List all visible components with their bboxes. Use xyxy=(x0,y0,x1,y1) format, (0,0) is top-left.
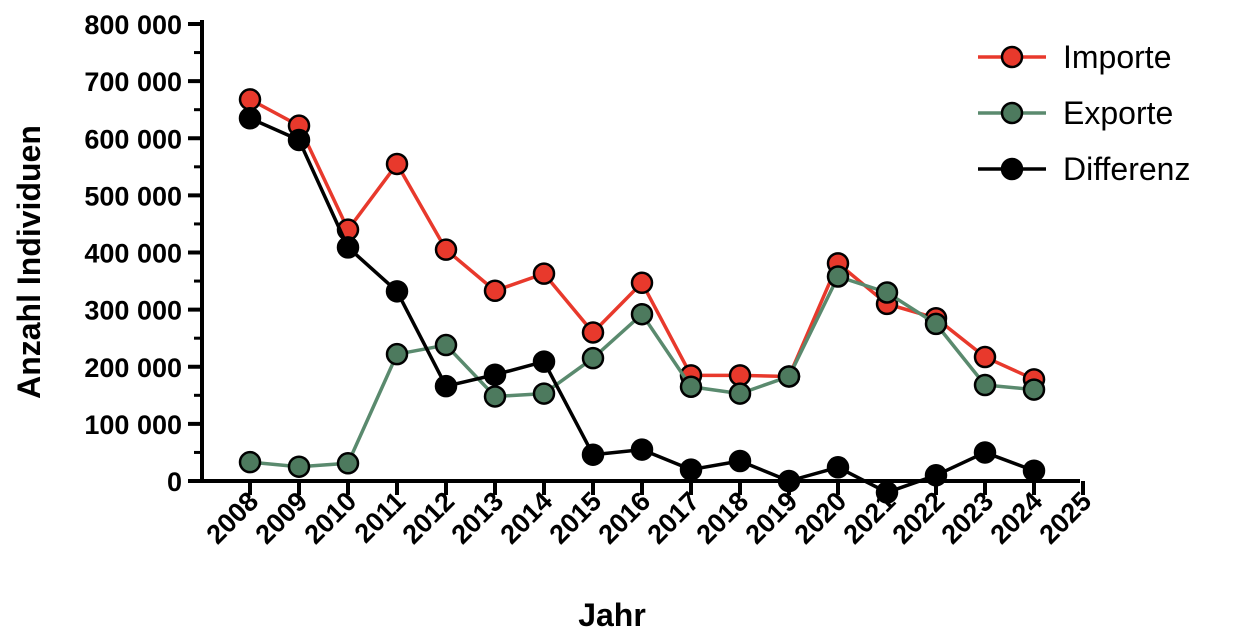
data-point xyxy=(875,481,899,504)
x-tick-label: 2025 xyxy=(1034,486,1098,550)
y-tick-label: 400 000 xyxy=(84,239,182,269)
x-tick-label: 2013 xyxy=(446,486,510,550)
y-tick-label: 600 000 xyxy=(84,124,182,154)
data-point xyxy=(630,302,654,326)
legend-item: Exporte xyxy=(978,95,1173,131)
data-point xyxy=(532,262,556,285)
legend-label: Exporte xyxy=(1063,95,1173,131)
y-tick-label: 200 000 xyxy=(84,353,182,383)
data-point xyxy=(581,346,605,370)
data-point xyxy=(728,364,752,387)
y-tick-label: 700 000 xyxy=(84,67,182,97)
x-axis-title: Jahr xyxy=(578,597,646,633)
series-layer xyxy=(238,88,1046,504)
legend-item: Differenz xyxy=(978,151,1190,187)
legend-label: Importe xyxy=(1063,39,1171,75)
data-point xyxy=(924,464,948,487)
data-point xyxy=(728,449,752,473)
y-tick-label: 500 000 xyxy=(84,181,182,211)
x-tick-label: 2017 xyxy=(642,486,706,550)
data-point xyxy=(336,236,360,259)
x-tick-label: 2014 xyxy=(495,486,559,550)
data-point xyxy=(532,382,556,405)
data-point xyxy=(287,455,311,478)
data-point xyxy=(336,452,360,475)
x-tick-label: 2015 xyxy=(544,486,608,550)
data-point xyxy=(679,458,703,481)
data-point xyxy=(532,350,556,373)
data-point xyxy=(483,363,507,386)
data-point xyxy=(826,456,850,479)
x-tick-label: 2010 xyxy=(299,486,363,550)
y-axis-title: Anzahl Individuen xyxy=(11,125,47,399)
x-tick-label: 2023 xyxy=(936,486,1000,550)
x-axis-ticks: 2008200920102011201220132014201520162017… xyxy=(201,481,1098,550)
x-tick-label: 2016 xyxy=(593,486,657,550)
legend-label: Differenz xyxy=(1063,151,1190,187)
data-point xyxy=(238,107,262,130)
y-axis-ticks: 0 100 000 200 000 300 000 400 000 500 000 600 … xyxy=(84,10,202,497)
data-point xyxy=(238,88,262,111)
data-point xyxy=(875,281,899,304)
legend-marker xyxy=(1000,101,1024,125)
y-tick-label: 100 000 xyxy=(84,410,182,440)
series-exporte xyxy=(238,265,1046,478)
data-point xyxy=(483,279,507,303)
y-tick-label: 0 xyxy=(167,467,182,497)
legend-marker xyxy=(1000,45,1024,69)
x-tick-label: 2009 xyxy=(250,486,314,550)
legend: Importe Exporte Differenz xyxy=(978,39,1190,187)
data-point xyxy=(924,312,948,336)
data-point xyxy=(679,375,703,398)
data-point xyxy=(385,342,409,366)
data-point xyxy=(434,333,458,357)
data-point xyxy=(1022,459,1046,482)
data-point xyxy=(581,443,605,466)
data-point xyxy=(728,382,752,405)
data-point xyxy=(287,128,311,152)
data-point xyxy=(973,373,997,397)
axes xyxy=(200,20,1080,483)
data-point xyxy=(385,152,409,176)
data-point xyxy=(973,441,997,464)
legend-marker xyxy=(1000,157,1024,181)
data-point xyxy=(630,271,654,295)
data-point xyxy=(630,438,654,461)
data-point xyxy=(483,385,507,408)
x-tick-label: 2011 xyxy=(349,486,412,549)
x-tick-label: 2020 xyxy=(789,486,853,550)
data-point xyxy=(238,450,262,474)
data-point xyxy=(826,265,850,288)
data-point xyxy=(1022,378,1046,401)
x-tick-label: 2008 xyxy=(201,486,265,550)
series-importe xyxy=(238,88,1046,391)
data-point xyxy=(385,280,409,303)
x-tick-label: 2024 xyxy=(985,486,1049,550)
data-point xyxy=(777,365,801,388)
legend-item: Importe xyxy=(978,39,1171,75)
data-point xyxy=(434,238,458,261)
series-line xyxy=(249,97,1035,381)
y-tick-label: 800 000 xyxy=(84,10,182,40)
series-differenz xyxy=(238,107,1046,504)
y-tick-label: 300 000 xyxy=(84,296,182,326)
data-point xyxy=(581,321,605,344)
data-point xyxy=(973,345,997,369)
x-tick-label: 2018 xyxy=(691,486,755,550)
data-point xyxy=(777,469,801,493)
data-point xyxy=(434,374,458,398)
x-tick-label: 2012 xyxy=(397,486,461,550)
x-tick-label: 2019 xyxy=(740,486,804,550)
